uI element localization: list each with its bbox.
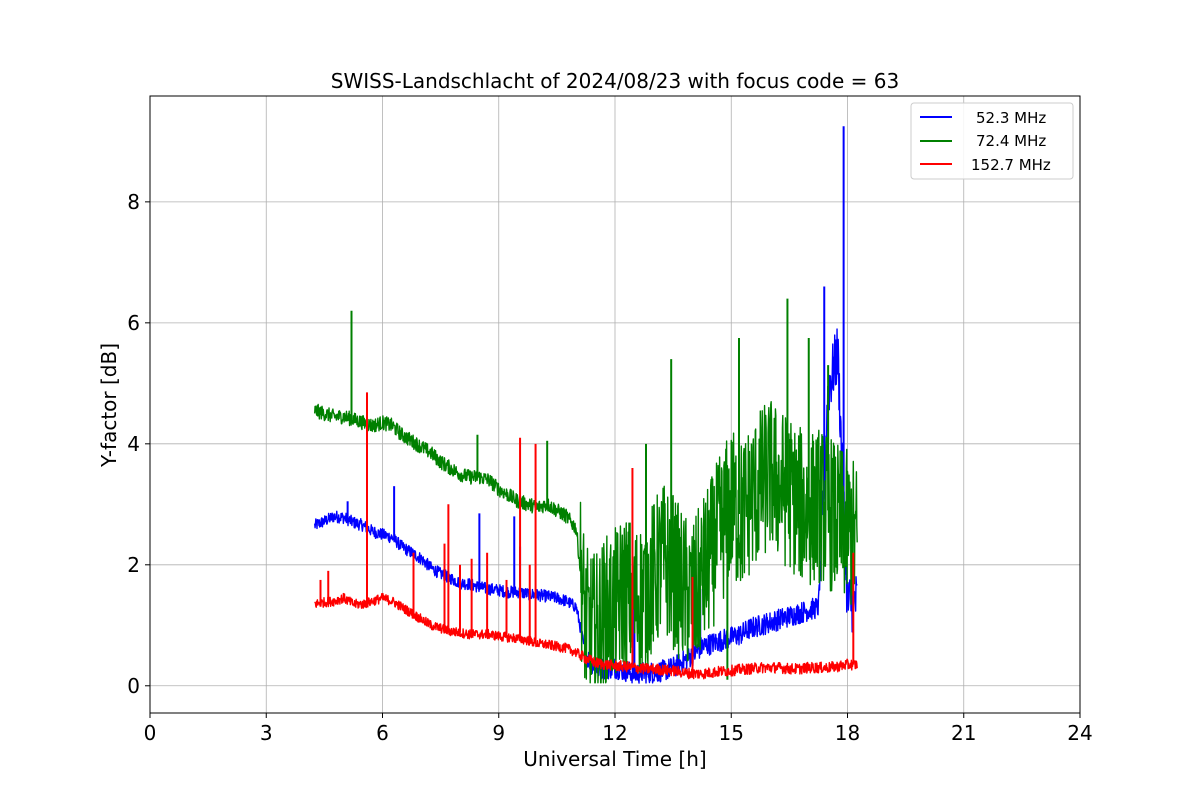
x-axis-label: Universal Time [h] [523, 747, 706, 771]
x-tick-label: 6 [376, 721, 389, 745]
legend-box [910, 102, 1074, 180]
legend: 52.3 MHz 72.4 MHz 152.7 MHz [910, 102, 1074, 180]
y-axis-ticks: 0 2 4 6 8 [127, 190, 150, 698]
series-line [314, 592, 858, 680]
series-layer [313, 126, 858, 684]
x-tick-label: 9 [492, 721, 505, 745]
x-tick-label: 18 [835, 721, 860, 745]
x-axis-ticks: 0 3 6 9 12 15 18 21 24 [144, 713, 1093, 745]
series-line [313, 400, 858, 684]
x-tick-label: 0 [144, 721, 157, 745]
y-tick-label: 6 [127, 311, 140, 335]
x-tick-label: 21 [951, 721, 976, 745]
y-tick-label: 0 [127, 674, 140, 698]
y-axis-label: Y-factor [dB] [97, 343, 121, 468]
y-tick-label: 4 [127, 432, 140, 456]
legend-label-152-7: 152.7 MHz [971, 156, 1051, 174]
chart-title: SWISS-Landschlacht of 2024/08/23 with fo… [331, 69, 899, 93]
series-152-7-MHz [314, 392, 858, 680]
legend-label-52-3: 52.3 MHz [976, 109, 1046, 127]
y-tick-label: 8 [127, 190, 140, 214]
x-tick-label: 15 [719, 721, 744, 745]
x-tick-label: 12 [602, 721, 627, 745]
series-72-4-MHz [313, 298, 858, 684]
x-tick-label: 3 [260, 721, 273, 745]
y-tick-label: 2 [127, 553, 140, 577]
legend-label-72-4: 72.4 MHz [976, 132, 1046, 150]
x-tick-label: 24 [1067, 721, 1092, 745]
